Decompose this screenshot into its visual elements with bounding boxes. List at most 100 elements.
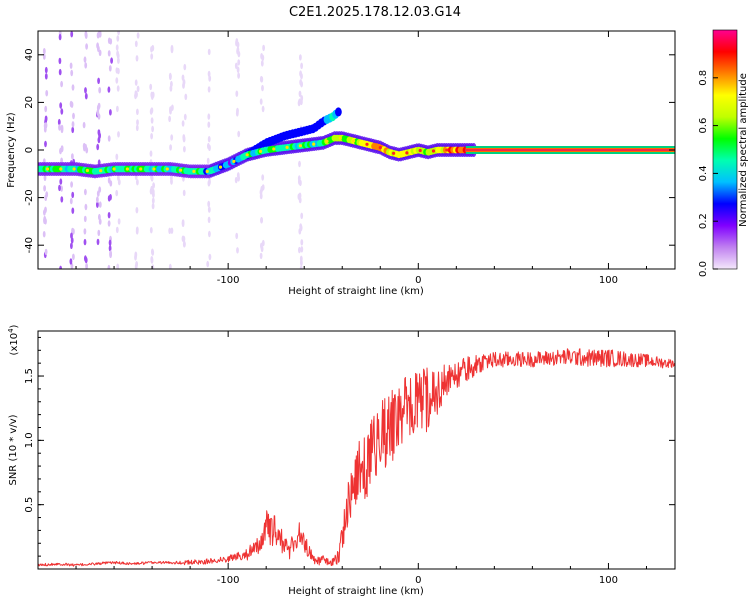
noise-mark [70,237,74,244]
ridge-peak [272,147,276,151]
noise-mark [151,202,155,210]
snr-line [38,348,675,567]
noise-mark [58,184,61,192]
noise-mark [98,31,102,36]
noise-mark [151,91,155,99]
noise-mark [208,144,211,151]
ridge-peak [298,144,302,148]
noise-mark [299,179,302,187]
noise-mark [98,132,101,139]
noise-mark [116,105,119,113]
ridge-peak [72,167,76,171]
noise-mark [208,230,211,238]
noise-mark [117,218,121,225]
noise-mark [183,146,186,153]
x-tick-label: 100 [599,275,618,286]
noise-mark [117,131,120,138]
noise-mark [235,232,239,240]
noise-mark [70,242,73,249]
ridge-peak [232,159,236,163]
noise-mark [96,42,99,49]
noise-mark [71,153,74,160]
noise-mark [60,145,64,153]
noise-mark [171,104,174,111]
noise-mark [261,54,265,61]
ridge-peak [245,153,249,157]
noise-mark [299,255,303,262]
noise-mark [260,245,264,253]
noise-mark [300,246,304,253]
noise-mark [237,72,241,79]
colorbar-tick-label: 0.8 [698,70,709,86]
noise-mark [300,212,304,219]
noise-mark [170,227,174,234]
noise-mark [150,175,154,182]
noise-mark [42,48,46,55]
noise-mark [299,265,303,269]
noise-mark [44,140,47,148]
ridge-peak [392,151,396,155]
noise-mark [69,258,73,265]
noise-mark [151,249,155,256]
noise-mark [136,179,139,186]
noise-mark [260,60,264,67]
noise-mark [71,121,75,128]
noise-mark [299,70,302,77]
noise-mark [116,35,120,42]
noise-mark [96,109,100,116]
y-tick-label: 1.0 [24,432,35,448]
ridge-peak [285,145,289,149]
noise-mark [108,239,112,246]
noise-mark [44,66,48,74]
noise-mark [136,108,139,116]
noise-mark [60,196,64,203]
noise-mark [109,109,112,116]
ridge-peak [152,167,156,171]
noise-mark [43,185,46,192]
snr-xlabel: Height of straight line (km) [288,586,424,597]
noise-mark [182,241,186,248]
noise-mark [207,216,211,223]
noise-mark [170,44,174,52]
noise-mark [149,227,153,234]
y-tick-label: 20 [24,96,35,109]
ridge-peak [59,167,63,171]
noise-mark [44,73,48,80]
noise-mark [109,38,113,45]
colorbar: 0.0 0.2 0.4 0.6 0.8 Normalized spectral ampl… [698,29,749,277]
noise-mark [208,253,212,261]
noise-mark [117,67,120,75]
noise-mark [135,55,139,62]
x-tick-label: -100 [217,575,240,586]
noise-mark [83,56,87,63]
noise-mark [82,142,86,150]
noise-mark [85,43,88,50]
noise-mark [107,177,111,184]
noise-mark [262,44,265,52]
noise-mark [110,57,113,64]
noise-mark [136,32,140,39]
noise-mark [71,207,75,214]
noise-mark [98,87,102,94]
noise-mark [59,178,63,185]
noise-mark [85,262,88,269]
noise-mark [236,247,239,254]
noise-mark [207,70,211,78]
noise-mark [70,69,74,77]
noise-mark [182,136,186,143]
noise-mark [44,105,48,113]
noise-mark [117,31,120,36]
noise-mark [183,63,187,71]
noise-mark [116,85,120,92]
noise-mark [108,245,112,252]
noise-mark [150,53,154,60]
snr-marks [38,348,675,567]
noise-mark [261,174,265,181]
noise-mark [58,57,62,65]
ridge-peak [205,169,209,173]
noise-mark [58,124,61,131]
noise-mark [69,62,73,69]
y-tick-label: 0.5 [24,497,35,513]
noise-mark [208,178,211,186]
noise-mark [237,175,241,182]
